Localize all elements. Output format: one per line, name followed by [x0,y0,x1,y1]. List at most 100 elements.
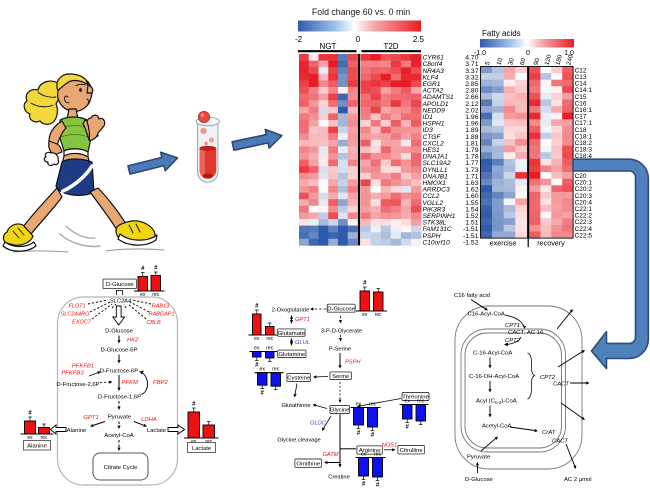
svg-text:#: # [357,431,361,437]
svg-text:GLUL: GLUL [295,340,310,346]
svg-text:Acetyl-CoA: Acetyl-CoA [482,424,512,430]
svg-text:C16-Acyl-CoA: C16-Acyl-CoA [468,312,505,318]
svg-text:SLC19A2: SLC19A2 [423,160,452,167]
svg-text:GATM: GATM [322,452,338,458]
svg-text:T2D: T2D [383,42,398,51]
svg-text:1.62: 1.62 [465,187,478,194]
svg-text:ex: ex [356,402,362,408]
svg-text:#: # [192,402,196,408]
svg-text:Fatty acids: Fatty acids [482,29,521,38]
svg-text:Ornithine: Ornithine [296,461,321,467]
svg-text:C14: C14 [575,81,587,88]
svg-text:KLF4: KLF4 [423,74,439,81]
svg-text:2.02: 2.02 [465,107,478,114]
svg-text:#: # [255,304,259,310]
svg-text:ex: ex [361,452,367,458]
svg-text:3.32: 3.32 [465,74,478,81]
svg-text:DYNLL1: DYNLL1 [423,167,448,174]
svg-text:C17: C17 [575,114,587,121]
svg-text:#: # [406,425,410,431]
svg-text:NOS1: NOS1 [382,443,398,449]
svg-text:recovery: recovery [537,239,565,248]
svg-text:Threonine: Threonine [402,395,429,401]
svg-text:AC 2 µmol: AC 2 µmol [564,477,592,483]
svg-text:1.88: 1.88 [465,134,478,141]
svg-text:2.66: 2.66 [465,94,478,101]
svg-text:RAB13: RAB13 [152,304,170,310]
svg-text:rec: rec [205,439,212,445]
svg-text:C20:1: C20:1 [575,180,593,187]
svg-text:C8orf4: C8orf4 [423,61,443,68]
svg-text:ARRDC3: ARRDC3 [422,187,450,194]
svg-text:#: # [28,411,32,417]
svg-text:rec: rec [369,402,377,408]
svg-text:240: 240 [565,54,575,66]
svg-text:2.5: 2.5 [413,35,425,44]
svg-text:1.52: 1.52 [465,213,478,220]
svg-text:FBP2: FBP2 [153,380,168,386]
svg-text:Pyruvate: Pyruvate [467,455,491,461]
svg-text:GLDC: GLDC [310,421,327,427]
svg-text:Acyl (Cn-2)-CoA: Acyl (Cn-2)-CoA [476,399,517,406]
svg-text:#: # [376,483,380,489]
svg-text:ex: ex [191,439,197,445]
svg-text:EXOC7: EXOC7 [72,320,92,326]
svg-text:-1.0: -1.0 [474,50,486,57]
svg-text:#: # [154,266,158,272]
svg-text:CTGF: CTGF [423,134,442,141]
svg-text:1.73: 1.73 [465,167,478,174]
svg-text:ex: ex [259,367,265,373]
svg-text:D-Glucose: D-Glucose [105,329,134,335]
svg-text:#: # [363,281,367,287]
svg-text:Glycine: Glycine [330,408,350,414]
svg-text:HES1: HES1 [423,147,441,154]
svg-text:C14:1: C14:1 [575,87,593,94]
svg-text:RABGAP1: RABGAP1 [149,312,175,318]
svg-text:Alanine: Alanine [67,428,87,434]
svg-text:C12: C12 [575,67,587,74]
svg-text:Serine: Serine [332,374,350,380]
svg-text:CACT: CACT [552,439,568,445]
svg-text:SLC2A4RG: SLC2A4RG [61,312,90,318]
svg-text:1.55: 1.55 [465,200,478,207]
svg-text:D-Glucose-6P: D-Glucose-6P [101,348,138,354]
svg-text:2.12: 2.12 [465,101,478,108]
svg-text:HSPH1: HSPH1 [423,121,445,128]
svg-text:CBLB: CBLB [146,320,161,326]
svg-text:#: # [362,482,366,488]
svg-text:Fold change 60 vs. 0 min: Fold change 60 vs. 0 min [312,7,410,17]
svg-text:1.89: 1.89 [465,127,478,134]
svg-text:ex: ex [404,399,410,405]
svg-text:#: # [261,391,265,397]
svg-text:Citrate Cycle: Citrate Cycle [104,465,138,471]
svg-text:C20:4: C20:4 [575,199,593,206]
svg-text:C17:1: C17:1 [575,120,593,127]
svg-text:C15: C15 [575,94,587,101]
svg-text:C20:2: C20:2 [575,186,593,193]
svg-text:C18:1: C18:1 [575,133,593,140]
svg-text:CPT2: CPT2 [540,375,556,381]
svg-text:PFKFB3: PFKFB3 [61,371,84,377]
svg-text:CYR61: CYR61 [423,55,445,62]
svg-text:C20:3: C20:3 [575,193,593,200]
svg-text:CXCL2: CXCL2 [423,140,445,147]
svg-text:C-16-OH-Acyl-CoA: C-16-OH-Acyl-CoA [469,374,519,380]
svg-text:rec: rec [152,292,159,298]
svg-text:3-P-D-Glycerate: 3-P-D-Glycerate [321,329,362,335]
svg-text:NR4A3: NR4A3 [423,68,445,75]
svg-text:3.71: 3.71 [465,61,478,68]
svg-text:180: 180 [555,54,565,66]
svg-text:LDHA: LDHA [141,417,157,423]
svg-text:D-Fructose-1,6P: D-Fructose-1,6P [98,395,141,401]
svg-text:PFKM: PFKM [122,380,138,386]
svg-text:#: # [371,433,375,439]
svg-text:C10orf10: C10orf10 [423,239,450,246]
svg-text:1.77: 1.77 [465,160,478,167]
svg-text:C13: C13 [575,74,587,81]
svg-text:rec: rec [266,346,274,352]
svg-text:C18:2: C18:2 [575,140,593,147]
svg-text:Cysteine: Cysteine [287,376,311,382]
svg-text:ACTA2: ACTA2 [422,88,444,95]
svg-text:Acetyl-CoA: Acetyl-CoA [104,433,134,439]
svg-text:C18:3: C18:3 [575,147,593,154]
